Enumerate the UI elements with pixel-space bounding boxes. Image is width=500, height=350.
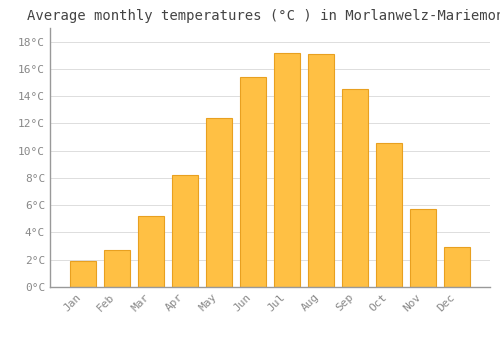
- Bar: [308, 54, 334, 287]
- Bar: [274, 52, 300, 287]
- Bar: [444, 247, 470, 287]
- Title: Average monthly temperatures (°C ) in Morlanwelz-Mariemont: Average monthly temperatures (°C ) in Mo…: [27, 9, 500, 23]
- Bar: [376, 142, 402, 287]
- Bar: [240, 77, 266, 287]
- Bar: [138, 216, 164, 287]
- Bar: [70, 261, 96, 287]
- Bar: [206, 118, 232, 287]
- Bar: [342, 89, 368, 287]
- Bar: [410, 209, 436, 287]
- Bar: [104, 250, 130, 287]
- Bar: [172, 175, 198, 287]
